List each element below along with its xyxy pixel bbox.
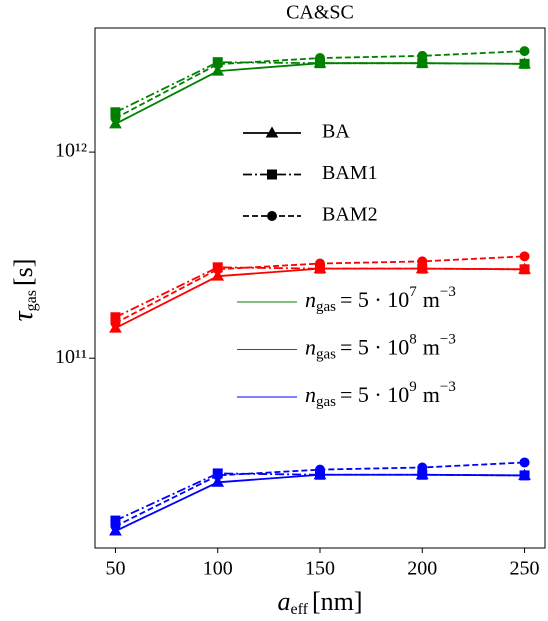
marker: [211, 269, 225, 281]
series-line: [115, 62, 525, 125]
marker: [267, 211, 277, 221]
x-tick-label: 250: [510, 558, 540, 580]
series-line: [115, 61, 525, 114]
y-label-symbol: τ: [8, 310, 39, 321]
legend-label: BAM2: [322, 204, 378, 226]
series-line: [115, 267, 525, 329]
legend-label-part: n: [305, 287, 316, 312]
legend-label: ngas = 5 · 108 m−3: [305, 332, 456, 363]
legend-label-part: 8: [409, 332, 417, 348]
series-line: [115, 473, 525, 532]
marker: [417, 462, 428, 473]
legend-label-part: gas: [316, 394, 336, 410]
legend-label-part: 9: [409, 379, 417, 395]
marker: [519, 58, 530, 69]
marker: [315, 53, 325, 64]
x-tick-label: 150: [305, 558, 335, 580]
marker: [211, 475, 225, 487]
x-label-symbol: a: [277, 587, 290, 616]
legend-label-part: gas: [316, 299, 336, 315]
chart-title: CA&SC: [286, 2, 354, 24]
marker: [519, 457, 530, 468]
marker: [417, 50, 428, 61]
x-tick-label: 50: [105, 558, 125, 580]
marker: [212, 264, 223, 275]
marker: [265, 126, 279, 138]
x-axis-label: aeff [nm]: [277, 587, 362, 618]
y-tick-label: 10¹²: [55, 140, 87, 162]
legend-label-part: 7: [409, 284, 417, 300]
legend-label-part: −3: [440, 379, 456, 395]
x-label-unit: [nm]: [312, 587, 363, 616]
legend-label-part: = 5 · 10: [340, 287, 409, 312]
legend-label-part: = 5 · 10: [340, 382, 409, 407]
x-tick-label: 200: [407, 558, 437, 580]
y-tick-label: 10¹¹: [55, 346, 87, 368]
legend-label-part: m: [423, 335, 440, 360]
x-tick-label: 100: [203, 558, 233, 580]
legend-label-part: n: [305, 382, 316, 407]
marker: [267, 169, 277, 180]
legend-label-part: = 5 · 10: [340, 335, 409, 360]
series-line: [115, 472, 525, 522]
marker: [519, 251, 530, 262]
legend-label: BA: [322, 121, 350, 143]
marker: [110, 113, 121, 124]
legend-label: ngas = 5 · 109 m−3: [305, 379, 456, 410]
marker: [315, 258, 325, 269]
legend-label-part: m: [423, 382, 440, 407]
legend-label-part: gas: [316, 347, 336, 363]
legend-label-part: −3: [440, 284, 456, 300]
legend-label-part: m: [423, 287, 440, 312]
marker: [212, 59, 223, 70]
marker: [211, 64, 225, 76]
y-label-unit: [s]: [9, 259, 38, 286]
y-label-sub: gas: [23, 290, 40, 311]
y-axis-label: τgas [s]: [8, 259, 39, 322]
legend-label-part: n: [305, 335, 316, 360]
x-label-sub: eff: [290, 601, 308, 618]
marker: [110, 318, 121, 329]
legend-label: BAM1: [322, 162, 378, 184]
marker: [519, 470, 530, 481]
marker: [417, 256, 428, 267]
marker: [110, 521, 121, 532]
legend-label: ngas = 5 · 107 m−3: [305, 284, 456, 315]
marker: [519, 264, 530, 275]
legend-label-part: −3: [440, 332, 456, 348]
marker: [519, 46, 530, 57]
marker: [212, 470, 223, 481]
marker: [315, 464, 325, 475]
